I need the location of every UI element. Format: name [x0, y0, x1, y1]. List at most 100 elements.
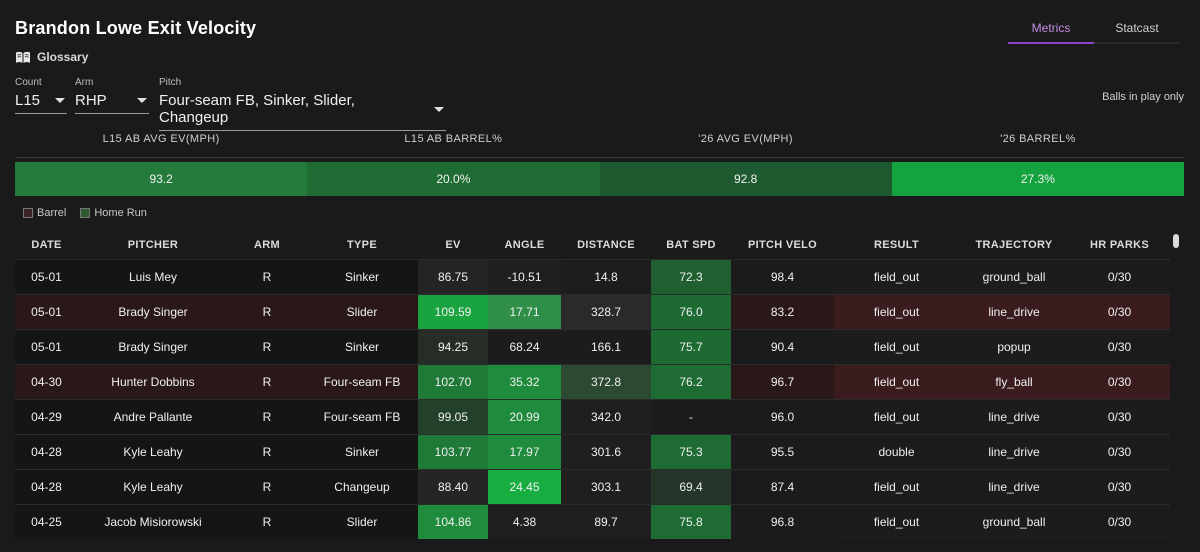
- table-row[interactable]: 05-01 Luis Mey R Sinker 86.75 -10.51 14.8 72.3 9…: [15, 258, 1170, 294]
- table-cell: Brady Singer: [78, 328, 228, 364]
- glossary-link[interactable]: Glossary: [15, 50, 88, 64]
- column-header[interactable]: HR PARKS: [1069, 232, 1170, 259]
- summary-header-cell: L15 AB AVG EV(MPH): [102, 133, 220, 145]
- table-cell: 04-30: [15, 363, 78, 399]
- arm-filter: Arm RHP: [75, 77, 149, 114]
- table-cell: Sinker: [306, 433, 418, 469]
- table-cell: R: [228, 328, 306, 364]
- arm-select[interactable]: RHP: [75, 92, 149, 114]
- table-cell: 301.6: [561, 433, 651, 469]
- table-cell: 94.25: [418, 328, 488, 364]
- table-cell: 05-01: [15, 258, 78, 294]
- table-cell: 166.1: [561, 328, 651, 364]
- table-row[interactable]: 05-01 Brady Singer R Slider 109.59 17.71 328.7…: [15, 293, 1170, 329]
- column-header[interactable]: ANGLE: [488, 232, 561, 259]
- summary-value: 20.0%: [307, 162, 600, 196]
- table-row[interactable]: 04-28 Kyle Leahy R Sinker 103.77 17.97 301.6 75…: [15, 433, 1170, 469]
- table-cell: 0/30: [1069, 293, 1170, 329]
- table-cell: 04-28: [15, 433, 78, 469]
- count-select-value: L15: [15, 92, 41, 109]
- table-cell: 17.97: [488, 433, 561, 469]
- table-row[interactable]: 04-29 Andre Pallante R Four-seam FB 99.05 20.…: [15, 398, 1170, 434]
- legend-label: Barrel: [37, 207, 67, 219]
- table-cell: 89.7: [561, 503, 651, 539]
- at-bats-table: DATE PITCHER ARM TYPE EV ANGLE DISTANCE BAT SPD…: [15, 232, 1170, 539]
- table-cell: 04-29: [15, 398, 78, 434]
- glossary-label: Glossary: [37, 50, 89, 64]
- table-cell: line_drive: [959, 468, 1069, 504]
- chevron-down-icon: [55, 98, 65, 103]
- legend-swatch: [23, 208, 33, 218]
- table-cell: 303.1: [561, 468, 651, 504]
- summary-header: L15 AB AVG EV(MPH) L15 AB BARREL% '26 AV…: [15, 133, 1184, 145]
- vertical-scrollbar[interactable]: [1173, 234, 1179, 248]
- table-row[interactable]: 04-25 Jacob Misiorowski R Slider 104.86 4.38 8…: [15, 503, 1170, 539]
- balls-in-play-toggle[interactable]: Balls in play only: [1102, 91, 1184, 103]
- summary-header-cell: '26 AVG EV(MPH): [698, 133, 793, 145]
- column-header[interactable]: BAT SPD: [651, 232, 731, 259]
- pitch-filter-label: Pitch: [159, 77, 182, 88]
- column-header[interactable]: EV: [418, 232, 488, 259]
- table-cell: ground_ball: [959, 258, 1069, 294]
- table-cell: 75.8: [651, 503, 731, 539]
- table-cell: line_drive: [959, 293, 1069, 329]
- table-cell: field_out: [834, 468, 959, 504]
- table-cell: 17.71: [488, 293, 561, 329]
- table-cell: 05-01: [15, 293, 78, 329]
- tab-statcast[interactable]: Statcast: [1094, 14, 1180, 44]
- table-cell: 14.8: [561, 258, 651, 294]
- table-cell: Brady Singer: [78, 293, 228, 329]
- tab-metrics[interactable]: Metrics: [1008, 14, 1094, 44]
- table-cell: line_drive: [959, 433, 1069, 469]
- table-cell: 96.0: [731, 398, 834, 434]
- table-cell: 75.3: [651, 433, 731, 469]
- summary-value: 92.8: [599, 162, 892, 196]
- table-cell: Changeup: [306, 468, 418, 504]
- table-cell: 96.8: [731, 503, 834, 539]
- table-cell: field_out: [834, 328, 959, 364]
- table-cell: Kyle Leahy: [78, 468, 228, 504]
- table-row[interactable]: 05-01 Brady Singer R Sinker 94.25 68.24 166.1 7…: [15, 328, 1170, 364]
- column-header[interactable]: TRAJECTORY: [959, 232, 1069, 259]
- table-cell: R: [228, 433, 306, 469]
- table-cell: 04-28: [15, 468, 78, 504]
- table-cell: 0/30: [1069, 503, 1170, 539]
- table-cell: 24.45: [488, 468, 561, 504]
- column-header[interactable]: ARM: [228, 232, 306, 259]
- table-cell: 342.0: [561, 398, 651, 434]
- table-cell: 98.4: [731, 258, 834, 294]
- column-header[interactable]: DISTANCE: [561, 232, 651, 259]
- table-row[interactable]: 04-30 Hunter Dobbins R Four-seam FB 102.70 35…: [15, 363, 1170, 399]
- table-cell: 75.7: [651, 328, 731, 364]
- column-header[interactable]: RESULT: [834, 232, 959, 259]
- table-cell: 72.3: [651, 258, 731, 294]
- table-cell: 0/30: [1069, 258, 1170, 294]
- table-cell: field_out: [834, 398, 959, 434]
- pitch-select[interactable]: Four-seam FB, Sinker, Slider, Changeup: [159, 92, 446, 131]
- table-cell: 372.8: [561, 363, 651, 399]
- summary-value: 93.2: [15, 162, 308, 196]
- count-select[interactable]: L15: [15, 92, 67, 114]
- table-cell: Hunter Dobbins: [78, 363, 228, 399]
- at-bats-table-container: DATE PITCHER ARM TYPE EV ANGLE DISTANCE BAT SPD…: [15, 232, 1170, 552]
- table-cell: field_out: [834, 293, 959, 329]
- table-cell: 0/30: [1069, 468, 1170, 504]
- table-cell: 103.77: [418, 433, 488, 469]
- table-body: 05-01 Luis Mey R Sinker 86.75 -10.51 14.8 72.3 9…: [15, 258, 1170, 539]
- table-cell: 88.40: [418, 468, 488, 504]
- table-cell: 96.7: [731, 363, 834, 399]
- divider: [15, 157, 1184, 158]
- table-cell: popup: [959, 328, 1069, 364]
- column-header[interactable]: PITCHER: [78, 232, 228, 259]
- table-cell: Kyle Leahy: [78, 433, 228, 469]
- table-cell: 76.2: [651, 363, 731, 399]
- table-cell: 05-01: [15, 328, 78, 364]
- column-header[interactable]: DATE: [15, 232, 78, 259]
- table-header-row: DATE PITCHER ARM TYPE EV ANGLE DISTANCE BAT SPD…: [15, 232, 1170, 259]
- table-cell: 20.99: [488, 398, 561, 434]
- column-header[interactable]: PITCH VELO: [731, 232, 834, 259]
- table-cell: 328.7: [561, 293, 651, 329]
- table-row[interactable]: 04-28 Kyle Leahy R Changeup 88.40 24.45 303.1 6…: [15, 468, 1170, 504]
- column-header[interactable]: TYPE: [306, 232, 418, 259]
- count-filter: Count L15: [15, 77, 67, 114]
